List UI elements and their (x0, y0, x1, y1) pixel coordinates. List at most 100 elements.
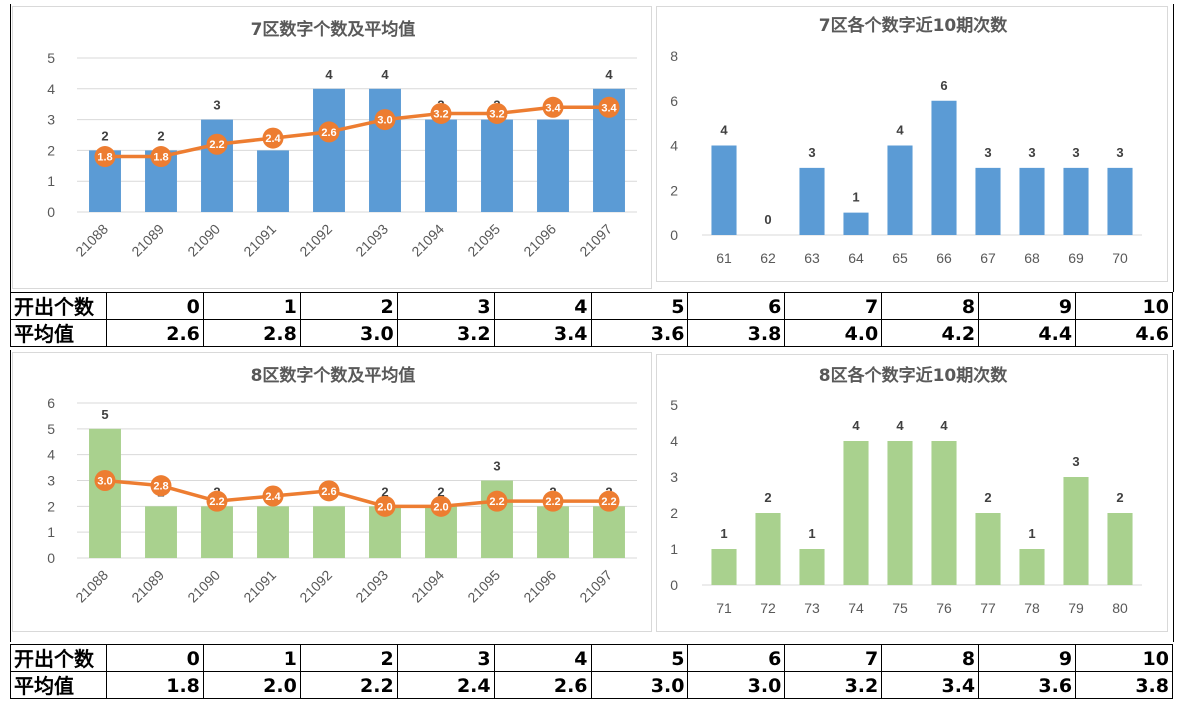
bar-value-label: 1 (808, 526, 815, 541)
average-point (262, 485, 284, 507)
x-tick-label: 68 (1024, 250, 1040, 266)
average-point (150, 475, 172, 497)
x-tick-label: 65 (892, 250, 908, 266)
row-label[interactable]: 平均值 (10, 671, 107, 699)
y-tick-label: 3 (670, 469, 678, 485)
cell[interactable]: 10 (1075, 644, 1173, 672)
cell[interactable]: 3.6 (590, 319, 689, 347)
y-tick-label: 3 (47, 473, 55, 489)
bar (887, 441, 913, 585)
cell[interactable]: 0 (106, 644, 204, 672)
average-value-label: 2.6 (321, 486, 336, 498)
average-value-label: 3.2 (433, 108, 448, 120)
zone2-combo-chart[interactable]: 8区数字个数及平均值 01234565210882210892210902210… (12, 352, 652, 632)
row-label[interactable]: 开出个数 (10, 644, 107, 672)
cell[interactable]: 4 (493, 644, 592, 672)
cell[interactable]: 4.6 (1075, 319, 1173, 347)
bar (1063, 477, 1089, 585)
cell[interactable]: 6 (687, 292, 786, 320)
row-label[interactable]: 开出个数 (10, 292, 107, 320)
cell[interactable]: 3 (396, 292, 495, 320)
cell[interactable]: 9 (978, 644, 1077, 672)
bar-value-label: 4 (325, 67, 333, 82)
average-value-label: 2.4 (265, 491, 281, 503)
x-tick-label: 78 (1024, 600, 1040, 616)
cell[interactable]: 2 (299, 644, 398, 672)
cell[interactable]: 3.0 (299, 319, 398, 347)
cell[interactable]: 9 (978, 292, 1077, 320)
cell[interactable]: 4.2 (881, 319, 980, 347)
cell[interactable]: 3 (396, 644, 495, 672)
bar-value-label: 5 (101, 407, 108, 422)
cell[interactable]: 2.4 (396, 671, 495, 699)
cell[interactable]: 4 (493, 292, 592, 320)
y-tick-label: 5 (47, 50, 55, 66)
x-tick-label: 21095 (464, 567, 503, 606)
average-value-label: 1.8 (153, 152, 168, 164)
cell[interactable]: 3.4 (881, 671, 980, 699)
cell[interactable]: 3.2 (396, 319, 495, 347)
cell[interactable]: 3.0 (590, 671, 689, 699)
average-value-label: 3.2 (489, 108, 504, 120)
bar (257, 150, 289, 212)
bar-value-label: 2 (437, 484, 444, 499)
bar-value-label: 2 (1116, 490, 1123, 505)
cell[interactable]: 3.2 (784, 671, 883, 699)
bar-value-label: 2 (101, 128, 108, 143)
bar (975, 513, 1001, 585)
average-value-label: 2.6 (321, 127, 336, 139)
cell[interactable]: 10 (1075, 292, 1173, 320)
cell[interactable]: 2 (299, 292, 398, 320)
average-value-label: 2.8 (153, 481, 168, 493)
cell[interactable]: 7 (784, 644, 883, 672)
y-tick-label: 8 (670, 48, 678, 64)
bar-value-label: 4 (852, 418, 860, 433)
x-tick-label: 21088 (72, 567, 111, 606)
y-tick-label: 3 (47, 112, 55, 128)
cell[interactable]: 1 (202, 644, 301, 672)
bar-value-label: 1 (852, 190, 859, 205)
average-line (105, 105, 609, 159)
zone2-freq-chart[interactable]: 8区各个数字近10期次数 0 1 2 3 4 5 1 71 2 72 1 73 4 74 4 75 4 76 2 77… (656, 354, 1168, 632)
chart-title: 8区各个数字近10期次数 (819, 365, 1008, 386)
cell[interactable]: 2.6 (106, 319, 204, 347)
zone1-freq-chart[interactable]: 7区各个数字近10期次数 0 2 4 6 8 4 61 0 62 3 63 1 64 4 65 6 66 3 67 3… (656, 6, 1168, 282)
table-row-average: 平均值 2.6 2.8 3.0 3.2 3.4 3.6 3.8 4.0 4.2 … (10, 319, 1173, 347)
average-point (486, 102, 508, 124)
cell[interactable]: 3.8 (687, 319, 786, 347)
average-point (486, 490, 508, 512)
bar (537, 506, 569, 558)
average-point (374, 495, 396, 517)
cell[interactable]: 3.0 (687, 671, 786, 699)
cell[interactable]: 0 (106, 292, 204, 320)
cell[interactable]: 8 (881, 644, 980, 672)
cell[interactable]: 7 (784, 292, 883, 320)
x-tick-label: 21097 (576, 567, 615, 606)
cell[interactable]: 1.8 (106, 671, 204, 699)
cell[interactable]: 2.6 (493, 671, 592, 699)
zone1-combo-svg: 7区数字个数及平均值 01234522108822108932109022109… (47, 19, 637, 260)
x-tick-label: 21091 (240, 221, 279, 260)
cell[interactable]: 4.0 (784, 319, 883, 347)
cell[interactable]: 5 (590, 292, 689, 320)
bar (145, 506, 177, 558)
cell[interactable]: 6 (687, 644, 786, 672)
cell[interactable]: 3.8 (1075, 671, 1173, 699)
x-tick-label: 21093 (352, 221, 391, 260)
average-value-label: 2.2 (489, 496, 504, 508)
row-label[interactable]: 平均值 (10, 319, 107, 347)
cell[interactable]: 2.8 (202, 319, 301, 347)
cell[interactable]: 1 (202, 292, 301, 320)
cell[interactable]: 2.0 (202, 671, 301, 699)
zone1-combo-chart[interactable]: 7区数字个数及平均值 01234522108822108932109022109… (12, 6, 652, 289)
cell[interactable]: 3.4 (493, 319, 592, 347)
cell[interactable]: 2.2 (299, 671, 398, 699)
bar (931, 100, 957, 235)
cell[interactable]: 5 (590, 644, 689, 672)
cell[interactable]: 8 (881, 292, 980, 320)
bar-value-label: 4 (720, 123, 728, 138)
cell[interactable]: 4.4 (978, 319, 1077, 347)
cell[interactable]: 3.6 (978, 671, 1077, 699)
bar-value-label: 0 (764, 212, 771, 227)
x-tick-label: 72 (760, 600, 776, 616)
